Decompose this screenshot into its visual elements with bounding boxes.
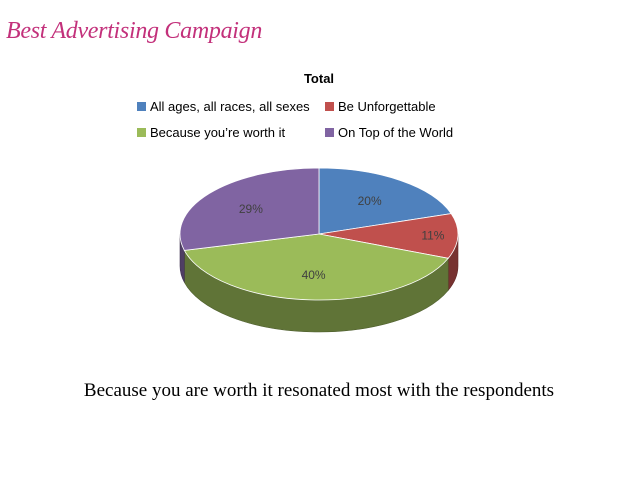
legend-swatch-worth-it (137, 128, 146, 137)
legend-label-all-ages: All ages, all races, all sexes (150, 99, 310, 114)
pie-slice-all-ages-all-races-all-sexes (318, 167, 452, 235)
data-label-on-top-of-the-world: 29% (239, 202, 263, 216)
chart-title: Total (303, 71, 335, 86)
pie-tops (179, 167, 459, 301)
legend-swatch-all-ages (137, 102, 146, 111)
legend-item-worth-it: Because you’re worth it (137, 125, 285, 140)
data-label-be-unforgettable: 11% (421, 229, 444, 243)
pie-sides (179, 233, 459, 333)
legend-label-be-unforgettable: Be Unforgettable (338, 99, 436, 114)
legend-label-worth-it: Because you’re worth it (150, 125, 286, 140)
legend-item-on-top: On Top of the World (325, 125, 453, 140)
legend-item-be-unforgettable: Be Unforgettable (325, 99, 436, 114)
legend-swatch-be-unforgettable (325, 102, 334, 111)
legend-swatch-on-top (325, 128, 334, 137)
pie-slice-on-top-of-the-world (179, 167, 320, 251)
pie-slice-because-you-re-worth-it (183, 233, 449, 301)
data-label-all-ages-all-races-all-sexes: 20% (358, 194, 382, 208)
slide-title: Best Advertising Campaign (6, 18, 263, 44)
legend-item-all-ages: All ages, all races, all sexes (137, 99, 310, 114)
data-label-because-you-re-worth-it: 40% (302, 268, 326, 282)
slide-caption: Because you are worth it resonated most … (83, 380, 555, 401)
pie-labels: 20% 11% 40% 29% (239, 194, 445, 282)
pie-slice-be-unforgettable (318, 213, 459, 259)
legend-label-on-top: On Top of the World (338, 125, 454, 140)
